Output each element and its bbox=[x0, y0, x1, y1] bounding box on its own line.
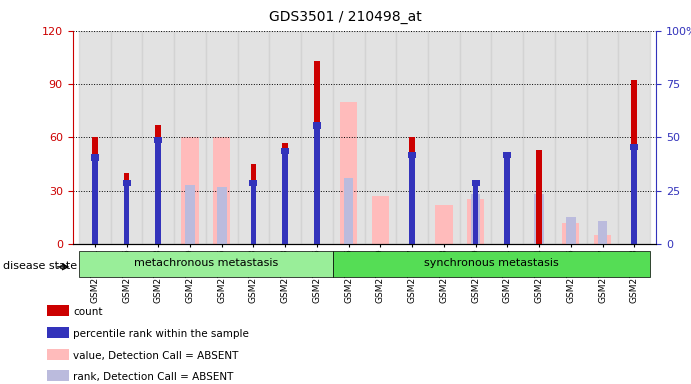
Text: metachronous metastasis: metachronous metastasis bbox=[134, 258, 278, 268]
Bar bbox=[365, 31, 396, 244]
Bar bbox=[632, 144, 637, 244]
Bar bbox=[409, 137, 415, 244]
Bar bbox=[251, 164, 256, 244]
Bar bbox=[47, 327, 69, 338]
Bar bbox=[314, 61, 320, 244]
Bar bbox=[333, 251, 650, 277]
Bar bbox=[217, 187, 227, 244]
Bar bbox=[181, 137, 199, 244]
Bar bbox=[251, 180, 256, 244]
Bar bbox=[504, 161, 510, 244]
Bar bbox=[122, 180, 131, 186]
Bar bbox=[534, 194, 544, 244]
Bar bbox=[206, 31, 238, 244]
Text: GDS3501 / 210498_at: GDS3501 / 210498_at bbox=[269, 10, 422, 23]
Bar bbox=[154, 137, 162, 144]
Bar bbox=[155, 137, 161, 244]
Text: rank, Detection Call = ABSENT: rank, Detection Call = ABSENT bbox=[73, 372, 234, 382]
Bar bbox=[269, 31, 301, 244]
Bar bbox=[142, 31, 174, 244]
Bar bbox=[185, 185, 195, 244]
Bar bbox=[618, 31, 650, 244]
Bar bbox=[344, 178, 353, 244]
Text: disease state: disease state bbox=[3, 261, 77, 271]
Bar bbox=[92, 154, 97, 244]
Bar bbox=[598, 221, 607, 244]
Bar bbox=[281, 148, 289, 154]
Bar bbox=[283, 142, 288, 244]
Bar bbox=[435, 205, 453, 244]
Bar bbox=[47, 305, 69, 316]
Bar bbox=[79, 31, 111, 244]
Bar bbox=[467, 199, 484, 244]
Bar bbox=[249, 180, 258, 186]
Bar bbox=[174, 31, 206, 244]
Bar bbox=[471, 180, 480, 186]
Bar bbox=[632, 81, 637, 244]
Bar bbox=[92, 137, 97, 244]
Bar bbox=[491, 31, 523, 244]
Bar bbox=[587, 31, 618, 244]
Bar bbox=[523, 31, 555, 244]
Bar bbox=[79, 251, 333, 277]
Bar bbox=[155, 125, 161, 244]
Text: percentile rank within the sample: percentile rank within the sample bbox=[73, 329, 249, 339]
Bar bbox=[340, 102, 357, 244]
Bar bbox=[238, 31, 269, 244]
Bar bbox=[91, 154, 99, 161]
Bar bbox=[333, 31, 365, 244]
Bar bbox=[313, 122, 321, 129]
Text: value, Detection Call = ABSENT: value, Detection Call = ABSENT bbox=[73, 351, 238, 361]
Bar bbox=[555, 31, 587, 244]
Bar bbox=[428, 31, 460, 244]
Bar bbox=[504, 152, 510, 244]
Bar bbox=[409, 152, 415, 244]
Bar bbox=[594, 235, 612, 244]
Bar bbox=[473, 180, 478, 244]
Bar bbox=[566, 217, 576, 244]
Bar bbox=[283, 148, 288, 244]
Bar bbox=[408, 152, 416, 159]
Bar bbox=[471, 194, 480, 244]
Bar bbox=[396, 31, 428, 244]
Bar bbox=[47, 349, 69, 359]
Text: count: count bbox=[73, 307, 102, 317]
Bar bbox=[536, 150, 542, 244]
Bar bbox=[124, 180, 129, 244]
Bar bbox=[47, 370, 69, 381]
Bar bbox=[124, 173, 129, 244]
Bar bbox=[301, 31, 333, 244]
Bar bbox=[111, 31, 142, 244]
Bar bbox=[460, 31, 491, 244]
Bar bbox=[314, 122, 320, 244]
Text: synchronous metastasis: synchronous metastasis bbox=[424, 258, 559, 268]
Bar bbox=[213, 137, 230, 244]
Bar bbox=[630, 144, 638, 150]
Bar bbox=[562, 223, 580, 244]
Bar bbox=[372, 196, 389, 244]
Bar bbox=[503, 152, 511, 159]
